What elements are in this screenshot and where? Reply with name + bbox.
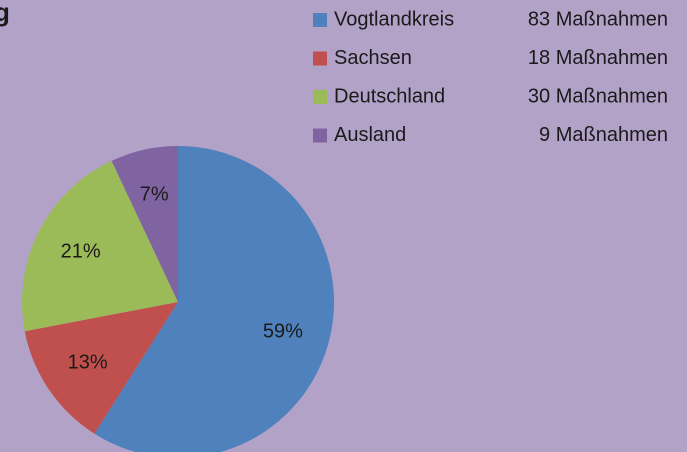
legend-label: Vogtlandkreis [334, 8, 454, 30]
legend-count: 18 Maßnahmen [528, 47, 668, 69]
slice-label: 21% [61, 241, 101, 263]
slice-label: 59% [263, 321, 303, 343]
pie-slice [24, 302, 179, 434]
legend-count: 9 Maßnahmen [539, 124, 668, 146]
slice-label: 7% [140, 184, 169, 206]
legend-label: Sachsen [334, 47, 412, 69]
legend-swatch [313, 13, 327, 27]
legend-swatch [313, 128, 327, 143]
pie-slice [94, 146, 334, 452]
legend-swatch [313, 90, 327, 104]
chart-title: g [0, 0, 10, 27]
legend-swatch [313, 51, 327, 66]
legend-label: Deutschland [334, 85, 445, 107]
legend-label: Ausland [334, 124, 406, 146]
legend-count: 83 Maßnahmen [528, 8, 668, 30]
pie-slice [111, 146, 178, 302]
legend-count: 30 Maßnahmen [528, 85, 668, 107]
pie-slice [22, 160, 179, 332]
slice-label: 13% [68, 352, 108, 374]
